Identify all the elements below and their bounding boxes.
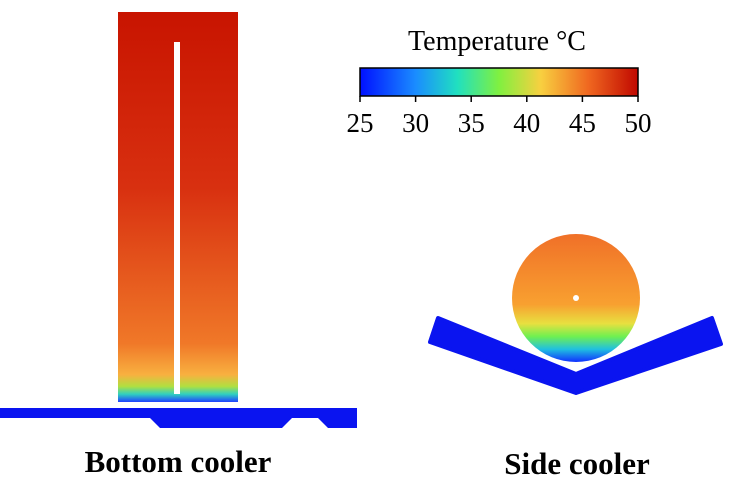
colorbar-tick-label: 50 bbox=[625, 108, 652, 138]
caption: Side cooler bbox=[504, 446, 650, 481]
colorbar-title: Temperature °C bbox=[408, 26, 586, 57]
v-cooler bbox=[428, 316, 723, 395]
slot bbox=[174, 42, 180, 394]
center-dot bbox=[573, 295, 579, 301]
colorbar bbox=[359, 67, 639, 97]
colorbar-tick-label: 40 bbox=[513, 108, 540, 138]
colorbar-tick-label: 25 bbox=[347, 108, 374, 138]
colorbar-tick-label: 30 bbox=[402, 108, 429, 138]
caption: Bottom cooler bbox=[85, 444, 272, 479]
colorbar-tick-label: 45 bbox=[569, 108, 596, 138]
base-plate bbox=[0, 408, 357, 428]
colorbar-tick-label: 35 bbox=[458, 108, 485, 138]
